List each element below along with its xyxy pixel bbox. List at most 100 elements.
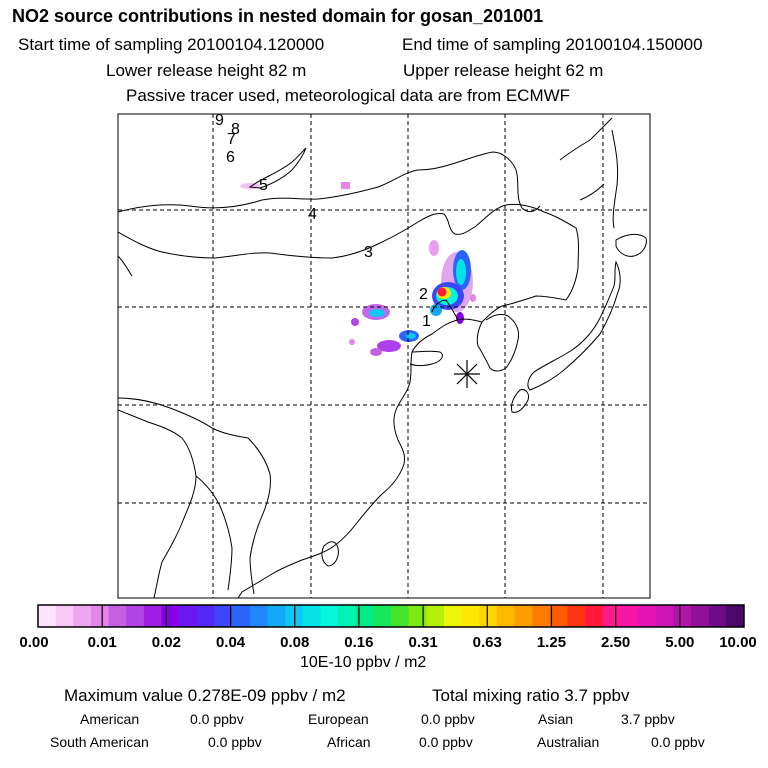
upper-release-label: Upper release height 62 m — [403, 61, 604, 80]
region-value: 0.0 ppbv — [419, 734, 473, 750]
colorbar-frame — [37, 604, 745, 628]
colorbar-cell — [479, 605, 498, 627]
colorbar-cell — [585, 605, 604, 627]
bay-of-bengal-coast — [195, 475, 233, 591]
colorbar-cell — [302, 605, 321, 627]
plume-patch — [349, 339, 355, 345]
map-frame — [117, 113, 651, 599]
colorbar-tick-label: 0.08 — [280, 634, 309, 651]
hokkaido — [615, 233, 647, 257]
colorbar-tick-label: 0.02 — [152, 634, 181, 651]
colorbar-cell — [179, 605, 198, 627]
plume-patch — [369, 309, 385, 317]
region-name: American — [80, 711, 140, 727]
region-name: South American — [50, 734, 149, 750]
colorbar-cell — [320, 605, 339, 627]
colorbar-cell — [214, 605, 233, 627]
indochina-outline — [247, 437, 271, 595]
china-east-coast — [237, 318, 483, 598]
colorbar-cell — [126, 605, 145, 627]
colorbar-tick-label: 0.01 — [88, 634, 117, 651]
colorbar-cell — [267, 605, 286, 627]
region-name: European — [308, 711, 369, 727]
colorbar — [37, 604, 745, 628]
colorbar-unit: 10E-10 ppbv / m2 — [300, 654, 427, 671]
trajectory-label: 2 — [419, 286, 428, 303]
trajectory-label: 1 — [422, 313, 431, 330]
asterisk-receptor-icon — [454, 360, 480, 388]
colorbar-cell — [196, 605, 215, 627]
region-name: African — [327, 734, 371, 750]
colorbar-cell — [249, 605, 268, 627]
colorbar-tick-label: 0.63 — [473, 634, 502, 651]
region-value: 0.0 ppbv — [651, 734, 705, 750]
colorbar-cell — [567, 605, 586, 627]
colorbar-cell — [38, 605, 57, 627]
colorbar-tick-label: 2.50 — [601, 634, 630, 651]
sakhalin — [611, 129, 619, 229]
coastlines-borders — [118, 117, 647, 598]
trajectory-label: 8 — [231, 121, 240, 138]
start-time-label: Start time of sampling 20100104.120000 — [18, 35, 325, 54]
tracer-note: Passive tracer used, meteorological data… — [126, 86, 571, 105]
plume-patch — [470, 294, 476, 302]
colorbar-cell — [408, 605, 427, 627]
colorbar-cell — [443, 605, 463, 627]
colorbar-cell — [161, 605, 180, 627]
colorbar-tick-label: 0.31 — [408, 634, 437, 651]
plume-patch — [377, 340, 401, 352]
colorbar-cell — [143, 605, 163, 627]
shandong-peninsula — [409, 350, 443, 366]
china-russia-border — [475, 203, 579, 301]
region-value: 0.0 ppbv — [190, 711, 244, 727]
colorbar-cell — [514, 605, 533, 627]
colorbar-tick-label: 10.00 — [719, 634, 757, 651]
colorbar-cell — [726, 605, 745, 627]
colorbar-tick-label: 0.00 — [19, 634, 48, 651]
plume-patch — [456, 312, 464, 324]
region-name: Asian — [538, 711, 574, 727]
plume-patch — [429, 240, 439, 256]
korean-peninsula — [476, 313, 519, 372]
colorbar-cell — [655, 605, 674, 627]
colorbar-cell — [108, 605, 127, 627]
plume-patch — [370, 348, 382, 356]
region-value: 0.0 ppbv — [421, 711, 475, 727]
colorbar-cell — [426, 605, 445, 627]
colorbar-tick-label: 5.00 — [665, 634, 694, 651]
colorbar-cell — [373, 605, 392, 627]
trajectory-label: 5 — [259, 177, 268, 194]
lake-baikal — [248, 147, 307, 189]
colorbar-cell — [620, 605, 639, 627]
colorbar-cell — [496, 605, 516, 627]
colorbar-cell — [90, 605, 110, 627]
colorbar-cell — [73, 605, 92, 627]
colorbar-cell — [691, 605, 710, 627]
colorbar-cell — [232, 605, 251, 627]
colorbar-cell — [461, 605, 480, 627]
honshu — [527, 260, 621, 391]
russia-mongolia-border — [118, 151, 541, 213]
trajectory-label: 9 — [215, 112, 224, 129]
himalaya-border — [118, 397, 249, 439]
plume-patch — [341, 182, 350, 189]
plume-patch — [456, 259, 466, 285]
trajectory-label: 4 — [308, 206, 317, 223]
colorbar-tick-label: 0.16 — [344, 634, 373, 651]
concentration-plumes — [240, 182, 476, 356]
maximum-value: Maximum value 0.278E-09 ppbv / m2 — [64, 686, 346, 705]
liaodong-peninsula — [431, 299, 459, 321]
colorbar-cell — [638, 605, 657, 627]
colorbar-cell — [338, 605, 357, 627]
colorbar-cell — [708, 605, 727, 627]
taiwan — [321, 541, 339, 567]
korea-border — [481, 295, 567, 323]
colorbar-cell — [602, 605, 621, 627]
colorbar-cell — [673, 605, 692, 627]
colorbar-cell — [532, 605, 551, 627]
map-title: NO2 source contributions in nested domai… — [12, 6, 544, 26]
trajectory-label: 6 — [226, 149, 235, 166]
kyushu — [511, 389, 529, 413]
region-value: 0.0 ppbv — [208, 734, 262, 750]
